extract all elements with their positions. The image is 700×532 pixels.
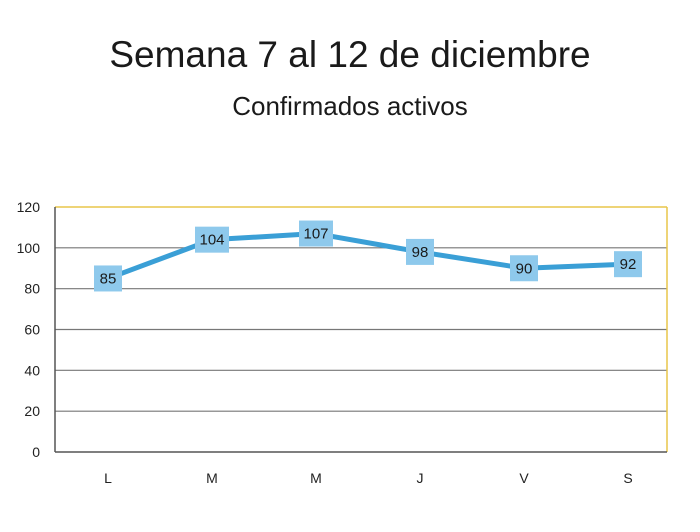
y-tick-label: 120 (17, 199, 41, 215)
x-tick-label: J (417, 470, 424, 486)
data-label-box (299, 220, 333, 247)
x-tick-label: M (206, 470, 218, 486)
y-axis-ticks: 0 20 40 60 80 100 120 (17, 199, 41, 460)
data-label: 92 (620, 256, 637, 273)
grid-lines (55, 247, 667, 412)
x-tick-label: M (310, 470, 322, 486)
x-tick-label: V (519, 470, 529, 486)
series-line-path (105, 231, 631, 281)
data-label: 107 (303, 226, 328, 243)
data-point: 90 (510, 255, 538, 282)
chart-title: Semana 7 al 12 de diciembre (109, 34, 591, 75)
data-point: 98 (406, 238, 434, 265)
data-label: 104 (199, 232, 224, 249)
data-point: 85 (94, 265, 122, 292)
y-tick-label: 60 (24, 322, 40, 338)
x-tick-label: L (104, 470, 112, 486)
chart-subtitle: Confirmados activos (232, 91, 468, 121)
y-tick-label: 40 (24, 362, 40, 378)
data-label: 85 (100, 270, 117, 287)
data-point: 104 (195, 226, 229, 253)
data-labels: 85 104 107 98 90 92 (94, 220, 642, 292)
data-point: 92 (614, 251, 642, 278)
data-label-box (94, 265, 122, 292)
y-tick-label: 100 (17, 240, 41, 256)
data-label: 98 (412, 244, 429, 261)
data-label: 90 (516, 260, 533, 277)
x-tick-label: S (623, 470, 632, 486)
data-point: 107 (299, 220, 333, 247)
y-tick-label: 80 (24, 281, 40, 297)
plot-frame (54, 206, 668, 453)
y-tick-label: 20 (24, 403, 40, 419)
series-line (105, 231, 631, 281)
data-label-box (195, 226, 229, 253)
y-tick-label: 0 (32, 444, 40, 460)
data-label-box (510, 255, 538, 282)
data-label-box (614, 251, 642, 278)
data-label-box (406, 238, 434, 265)
